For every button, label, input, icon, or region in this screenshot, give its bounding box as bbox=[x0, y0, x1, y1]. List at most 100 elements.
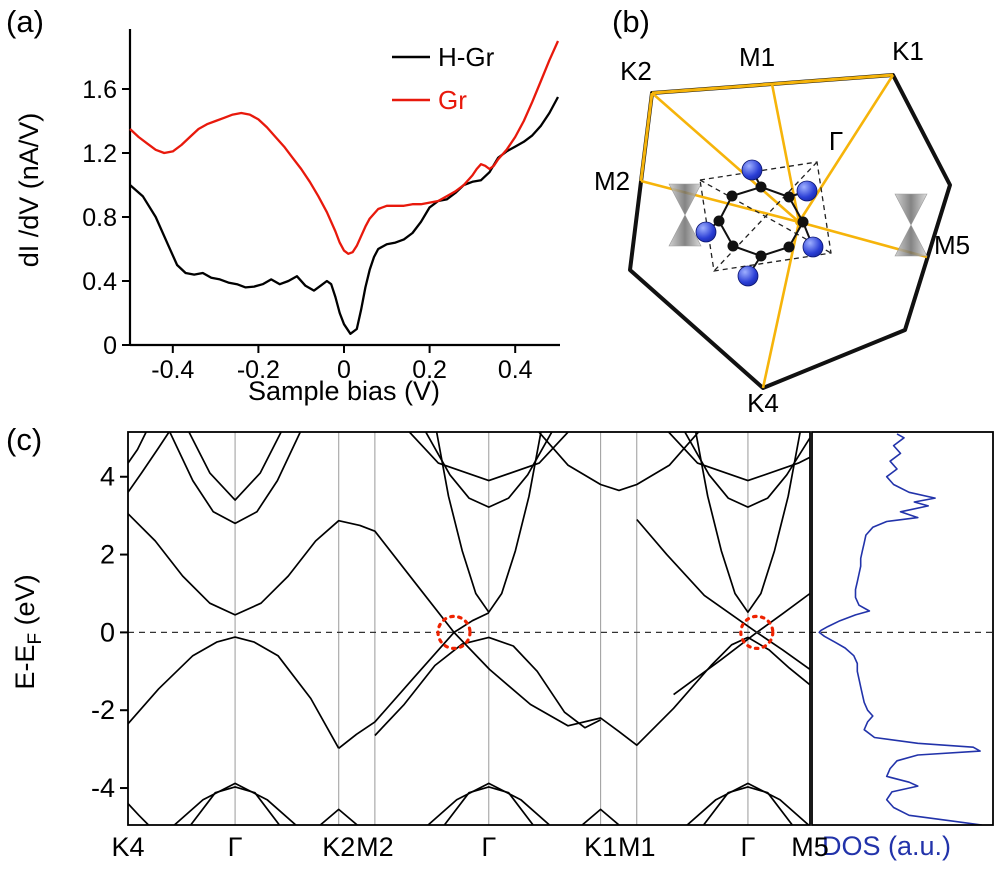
band-curve bbox=[443, 786, 534, 825]
dirac-cone-upper bbox=[894, 193, 928, 226]
brillouin-zone-diagram: K1 M1 K2 M2 M5 K4 Γ bbox=[594, 36, 970, 418]
carbon-atom bbox=[713, 215, 725, 227]
dos-curve-group bbox=[818, 433, 982, 825]
band-curve bbox=[408, 432, 570, 482]
a-y-tick-label: 1.6 bbox=[82, 76, 117, 104]
dos-curve bbox=[818, 433, 982, 825]
a-y-axis-label: dI /dV (nA/V) bbox=[14, 113, 44, 268]
band-curve bbox=[424, 432, 553, 508]
band-curve bbox=[188, 432, 283, 501]
carbon-atom bbox=[797, 216, 809, 228]
dos-plot-frame bbox=[811, 431, 994, 826]
adatom-sphere bbox=[741, 159, 763, 181]
kpath-label: K2 bbox=[322, 832, 355, 862]
carbon-atom bbox=[755, 250, 767, 262]
band-curve bbox=[581, 808, 620, 825]
gamma-k2-line bbox=[651, 92, 800, 223]
panel-c-label: (c) bbox=[6, 422, 43, 457]
kpath-label: M1 bbox=[618, 832, 656, 862]
bz-label-gamma: Γ bbox=[829, 126, 843, 156]
band-curve bbox=[683, 432, 810, 508]
carbon-atom bbox=[755, 181, 767, 193]
dirac-cone-lower bbox=[894, 224, 928, 257]
band-curve bbox=[694, 432, 802, 614]
a-y-tick-label: 0 bbox=[103, 332, 117, 360]
panel-b-label: (b) bbox=[612, 4, 650, 39]
band-structure-plot: E-EF (eV) DOS (a.u.) K4 Γ K2 M2 Γ K1 M1 Γ M5 4 2 0 -… bbox=[10, 431, 994, 862]
kpath-label: K4 bbox=[111, 832, 144, 862]
a-x-tick-label: 0.4 bbox=[498, 356, 533, 384]
c-y-tick-label: 0 bbox=[100, 617, 115, 647]
gamma-m1-line bbox=[770, 83, 801, 223]
c-y-tick-label: -2 bbox=[91, 695, 115, 725]
c-y-axis-label: E-EF (eV) bbox=[10, 574, 46, 689]
adatom-sphere bbox=[796, 180, 818, 202]
kpath-label: K1 bbox=[584, 832, 617, 862]
a-y-tick-label: 1.2 bbox=[82, 140, 117, 168]
bz-edge-left-highlight bbox=[639, 92, 654, 182]
band-curve bbox=[338, 612, 490, 749]
a-x-tick-label: 0 bbox=[337, 356, 351, 384]
band-curve bbox=[636, 518, 810, 671]
band-curve bbox=[128, 432, 148, 464]
bz-labels: K1 M1 K2 M2 M5 K4 Γ bbox=[594, 36, 970, 418]
band-curve bbox=[128, 432, 171, 493]
carbon-atom bbox=[783, 241, 795, 253]
unit-cell-diagonal bbox=[713, 161, 818, 272]
band-curve bbox=[702, 786, 793, 825]
spectrum-curve-gr bbox=[129, 40, 560, 255]
a-x-tick-label: 0.2 bbox=[412, 356, 447, 384]
band-curve bbox=[673, 592, 810, 696]
band-curves-group bbox=[128, 432, 810, 825]
legend-label: Gr bbox=[438, 85, 467, 115]
bz-label-m2: M2 bbox=[594, 166, 630, 196]
unit-cell-dashed bbox=[699, 161, 832, 272]
adatom-sphere bbox=[737, 265, 759, 287]
c-y-tick-label: 4 bbox=[100, 462, 115, 492]
band-curve bbox=[128, 636, 340, 749]
kpath-label: M2 bbox=[356, 832, 394, 862]
dirac-cone-upper bbox=[668, 183, 702, 216]
kpath-label: M5 bbox=[791, 832, 829, 862]
band-curve bbox=[435, 432, 542, 614]
band-curve bbox=[319, 808, 358, 825]
carbon-atom bbox=[783, 191, 795, 203]
kpath-label: Γ bbox=[741, 832, 756, 862]
gamma-m2-line bbox=[640, 179, 800, 224]
dos-axis-label: DOS (a.u.) bbox=[822, 831, 951, 861]
gamma-k1-line bbox=[797, 74, 895, 223]
carbon-atom bbox=[726, 190, 738, 202]
bz-label-m5: M5 bbox=[934, 230, 970, 260]
legend-label: H-Gr bbox=[438, 42, 495, 72]
dirac-cone-left bbox=[668, 183, 702, 247]
bz-label-k2: K2 bbox=[620, 56, 652, 86]
bz-edge-top-highlight bbox=[651, 73, 894, 95]
sts-spectra-plot: dI /dV (nA/V) Sample bias (V) -0.4 -0.2 0 0… bbox=[14, 29, 560, 406]
band-curve bbox=[128, 803, 150, 825]
band-curve bbox=[168, 432, 302, 525]
adatom-sphere bbox=[802, 236, 824, 258]
a-y-tick-label: 0.8 bbox=[82, 204, 117, 232]
spectrum-curve-hgr bbox=[129, 96, 560, 335]
kpath-label: Γ bbox=[228, 832, 243, 862]
band-curve bbox=[173, 782, 297, 825]
a-x-tick-label: -0.2 bbox=[237, 356, 280, 384]
panel-a-label: (a) bbox=[6, 4, 44, 39]
kpath-label: Γ bbox=[481, 832, 496, 862]
band-curve bbox=[374, 636, 601, 737]
a-x-tick-label: -0.4 bbox=[151, 356, 194, 384]
bz-label-k1: K1 bbox=[892, 36, 924, 66]
dirac-cone-lower bbox=[668, 214, 702, 247]
carbon-atom bbox=[727, 240, 739, 252]
dirac-point-circle bbox=[436, 614, 472, 650]
band-curve bbox=[667, 432, 810, 482]
dirac-cone-right bbox=[894, 193, 928, 257]
c-y-tick-label: 2 bbox=[100, 540, 115, 570]
adatom-sphere bbox=[695, 221, 717, 243]
band-curve bbox=[537, 432, 700, 492]
band-curve bbox=[190, 786, 281, 825]
bz-label-k4: K4 bbox=[747, 388, 779, 418]
band-curve bbox=[128, 513, 810, 747]
molecule-model bbox=[695, 159, 832, 287]
